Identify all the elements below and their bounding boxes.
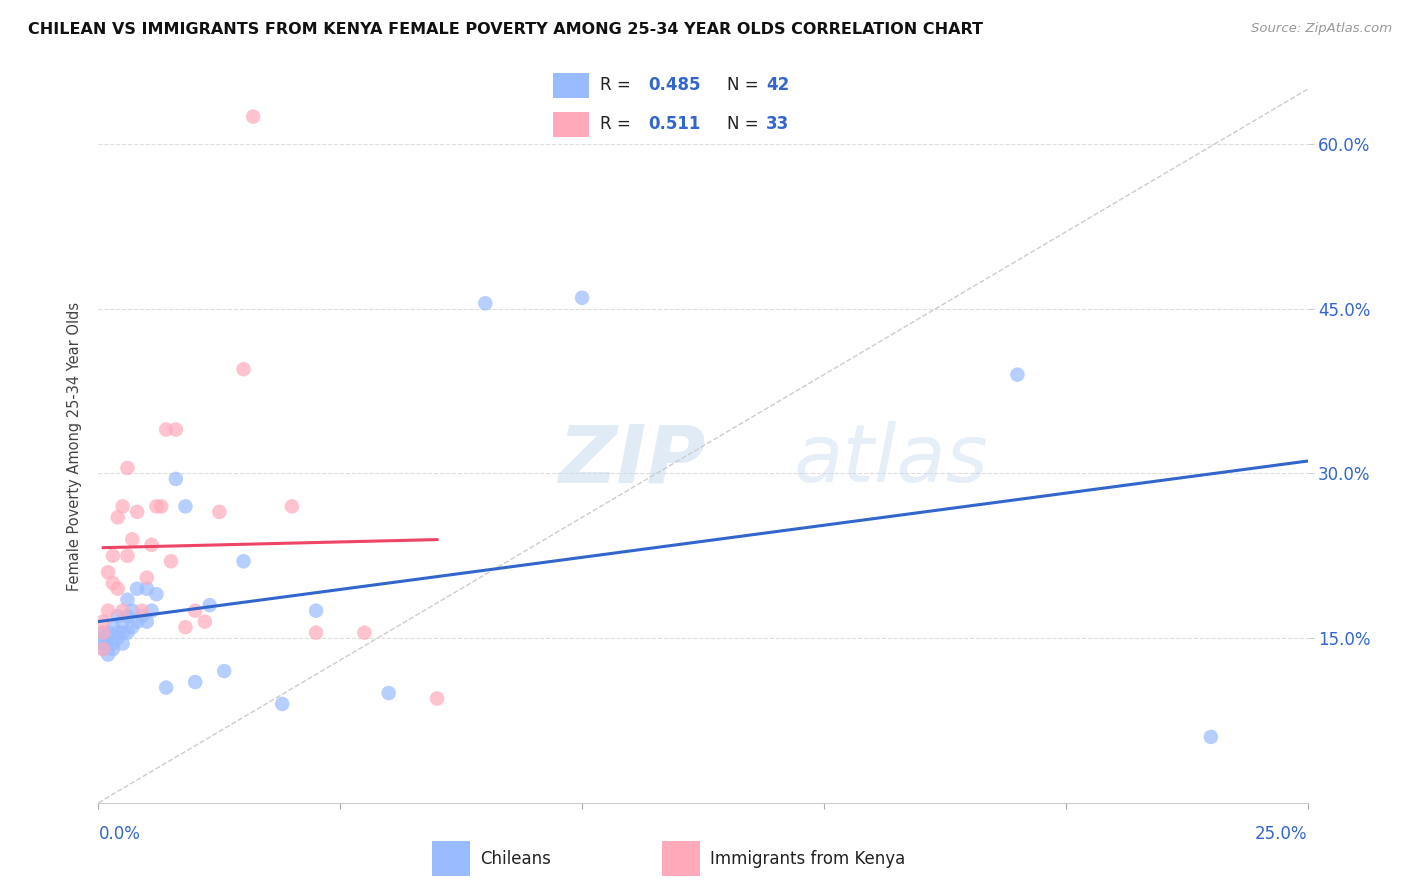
- Point: [155, 423, 177, 437]
- Point: [377, 686, 399, 700]
- Text: R =: R =: [600, 77, 637, 95]
- Point: [117, 609, 139, 624]
- Point: [91, 642, 114, 657]
- Point: [101, 637, 124, 651]
- Point: [127, 582, 149, 596]
- Point: [97, 604, 120, 618]
- Text: 0.485: 0.485: [648, 77, 700, 95]
- Point: [127, 615, 149, 629]
- Point: [111, 500, 134, 514]
- Point: [97, 648, 120, 662]
- Point: [107, 609, 129, 624]
- Point: [121, 620, 143, 634]
- Point: [107, 631, 129, 645]
- Point: [353, 625, 375, 640]
- Point: [111, 637, 134, 651]
- Point: [305, 625, 328, 640]
- Point: [212, 664, 235, 678]
- Text: R =: R =: [600, 115, 641, 133]
- Point: [1007, 368, 1029, 382]
- Point: [150, 500, 173, 514]
- Point: [232, 362, 254, 376]
- Point: [165, 423, 187, 437]
- Point: [91, 625, 114, 640]
- Point: [127, 505, 149, 519]
- Text: N =: N =: [727, 77, 763, 95]
- Point: [91, 625, 114, 640]
- Point: [194, 615, 217, 629]
- FancyBboxPatch shape: [553, 72, 589, 98]
- Text: 0.511: 0.511: [648, 115, 700, 133]
- Point: [571, 291, 593, 305]
- Point: [1199, 730, 1222, 744]
- Point: [121, 604, 143, 618]
- Point: [305, 604, 328, 618]
- Point: [97, 625, 120, 640]
- Point: [91, 631, 114, 645]
- Text: atlas: atlas: [793, 421, 988, 500]
- FancyBboxPatch shape: [553, 112, 589, 137]
- Point: [117, 461, 139, 475]
- Point: [160, 554, 183, 568]
- Point: [141, 604, 163, 618]
- Point: [155, 681, 177, 695]
- Text: CHILEAN VS IMMIGRANTS FROM KENYA FEMALE POVERTY AMONG 25-34 YEAR OLDS CORRELATIO: CHILEAN VS IMMIGRANTS FROM KENYA FEMALE …: [28, 22, 983, 37]
- Point: [101, 642, 124, 657]
- Point: [145, 500, 167, 514]
- Point: [474, 296, 496, 310]
- FancyBboxPatch shape: [662, 841, 700, 876]
- Point: [107, 625, 129, 640]
- Point: [111, 625, 134, 640]
- Text: 42: 42: [766, 77, 790, 95]
- Text: ZIP: ZIP: [558, 421, 706, 500]
- Point: [271, 697, 294, 711]
- Y-axis label: Female Poverty Among 25-34 Year Olds: Female Poverty Among 25-34 Year Olds: [67, 301, 83, 591]
- Point: [281, 500, 304, 514]
- Text: N =: N =: [727, 115, 763, 133]
- Point: [165, 472, 187, 486]
- Text: 0.0%: 0.0%: [98, 825, 141, 843]
- Point: [135, 582, 157, 596]
- Point: [117, 625, 139, 640]
- Point: [117, 549, 139, 563]
- Text: Immigrants from Kenya: Immigrants from Kenya: [710, 849, 905, 868]
- Text: Chileans: Chileans: [481, 849, 551, 868]
- Point: [91, 642, 114, 657]
- Point: [97, 637, 120, 651]
- Point: [131, 609, 153, 624]
- Text: Source: ZipAtlas.com: Source: ZipAtlas.com: [1251, 22, 1392, 36]
- Point: [111, 615, 134, 629]
- Point: [174, 500, 197, 514]
- Point: [135, 615, 157, 629]
- Point: [111, 604, 134, 618]
- Text: 33: 33: [766, 115, 790, 133]
- Point: [174, 620, 197, 634]
- FancyBboxPatch shape: [433, 841, 470, 876]
- Point: [107, 582, 129, 596]
- Point: [184, 604, 207, 618]
- Point: [121, 533, 143, 547]
- Point: [91, 615, 114, 629]
- Point: [135, 571, 157, 585]
- Point: [101, 549, 124, 563]
- Point: [131, 604, 153, 618]
- Point: [107, 510, 129, 524]
- Text: 25.0%: 25.0%: [1256, 825, 1308, 843]
- Point: [198, 598, 221, 612]
- Point: [145, 587, 167, 601]
- Point: [208, 505, 231, 519]
- Point: [232, 554, 254, 568]
- Point: [101, 576, 124, 591]
- Point: [426, 691, 449, 706]
- Point: [184, 675, 207, 690]
- Point: [97, 566, 120, 580]
- Point: [141, 538, 163, 552]
- Point: [117, 592, 139, 607]
- Point: [101, 620, 124, 634]
- Point: [242, 110, 264, 124]
- Point: [91, 637, 114, 651]
